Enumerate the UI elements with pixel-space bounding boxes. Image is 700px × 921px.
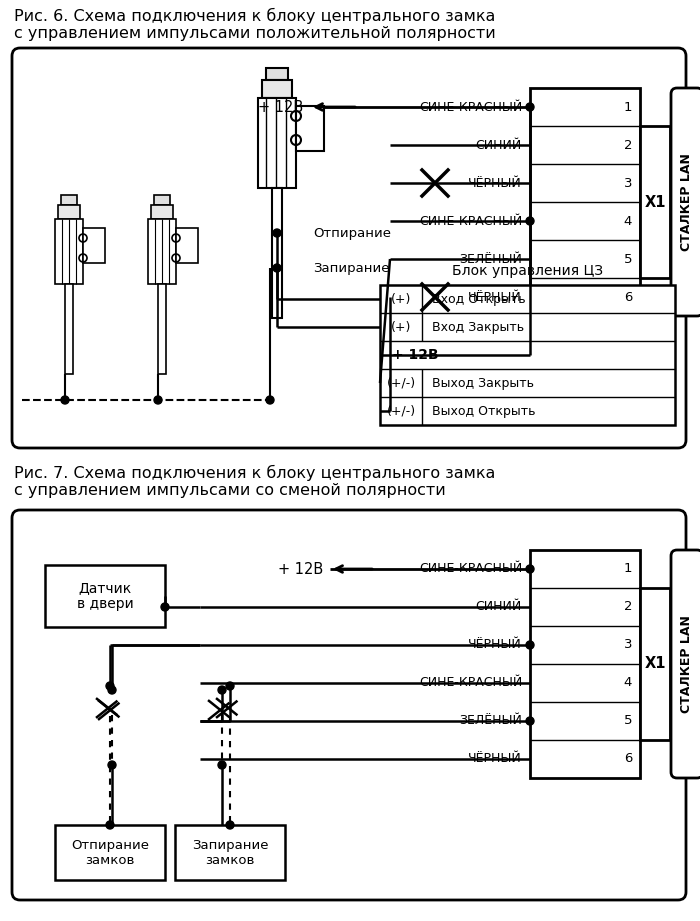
Text: (+): (+)	[391, 293, 411, 306]
Text: 6: 6	[624, 290, 632, 304]
Text: Вход Открыть: Вход Открыть	[432, 293, 526, 306]
Circle shape	[273, 264, 281, 272]
Circle shape	[108, 686, 116, 694]
Text: + 12В: + 12В	[278, 562, 323, 577]
Text: X1: X1	[644, 194, 666, 209]
Circle shape	[526, 103, 534, 111]
Circle shape	[273, 229, 281, 237]
Text: 1: 1	[624, 563, 632, 576]
Circle shape	[526, 717, 534, 725]
Text: ЧЁРНЫЙ: ЧЁРНЫЙ	[468, 638, 522, 651]
Text: Рис. 7. Схема подключения к блоку центрального замка: Рис. 7. Схема подключения к блоку центра…	[14, 465, 496, 481]
Text: Отпирание: Отпирание	[313, 227, 391, 239]
Text: с управлением импульсами положительной полярности: с управлением импульсами положительной п…	[14, 26, 496, 41]
Circle shape	[154, 396, 162, 404]
FancyBboxPatch shape	[12, 510, 686, 900]
Text: 2: 2	[624, 138, 632, 151]
Circle shape	[108, 761, 116, 769]
Text: СТАЛКЕР LAN: СТАЛКЕР LAN	[680, 615, 694, 713]
Text: + 12В: + 12В	[258, 99, 303, 114]
Text: (+/-): (+/-)	[386, 404, 416, 417]
Text: 4: 4	[624, 215, 632, 227]
Text: СТАЛКЕР LAN: СТАЛКЕР LAN	[680, 153, 694, 251]
Text: 5: 5	[624, 715, 632, 728]
Text: 1: 1	[624, 100, 632, 113]
Text: Датчик
в двери: Датчик в двери	[76, 581, 134, 612]
Text: СИНИЙ: СИНИЙ	[476, 600, 522, 613]
Text: Отпирание
замков: Отпирание замков	[71, 838, 149, 867]
Text: СИНЕ-КРАСНЫЙ: СИНЕ-КРАСНЫЙ	[419, 215, 522, 227]
Text: Выход Закрыть: Выход Закрыть	[432, 377, 534, 390]
Text: (+/-): (+/-)	[386, 377, 416, 390]
Bar	[530, 88, 640, 316]
Text: Запирание: Запирание	[313, 262, 389, 274]
Text: (+): (+)	[391, 321, 411, 333]
Circle shape	[266, 396, 274, 404]
Bar	[158, 284, 166, 374]
Circle shape	[218, 761, 226, 769]
Text: ЧЁРНЫЙ: ЧЁРНЫЙ	[468, 290, 522, 304]
Text: X1: X1	[644, 657, 666, 671]
FancyBboxPatch shape	[671, 550, 700, 778]
Bar	[530, 550, 640, 778]
Circle shape	[106, 821, 114, 829]
Text: СИНЕ-КРАСНЫЙ: СИНЕ-КРАСНЫЙ	[419, 563, 522, 576]
Bar	[148, 219, 176, 284]
Text: ЧЁРНЫЙ: ЧЁРНЫЙ	[468, 177, 522, 190]
Circle shape	[526, 641, 534, 649]
FancyBboxPatch shape	[671, 88, 700, 316]
Circle shape	[226, 821, 234, 829]
Bar	[640, 126, 670, 278]
Circle shape	[61, 396, 69, 404]
Text: ЧЁРНЫЙ: ЧЁРНЫЙ	[468, 752, 522, 765]
Bar	[258, 98, 296, 188]
Text: Рис. 6. Схема подключения к блоку центрального замка: Рис. 6. Схема подключения к блоку центра…	[14, 8, 496, 24]
Bar	[151, 205, 173, 219]
Text: Блок управления ЦЗ: Блок управления ЦЗ	[452, 264, 603, 278]
Bar	[175, 825, 285, 880]
Bar	[65, 284, 73, 374]
Text: 3: 3	[624, 177, 632, 190]
Text: Запирание
замков: Запирание замков	[192, 838, 268, 867]
Text: с управлением импульсами со сменой полярности: с управлением импульсами со сменой поляр…	[14, 483, 446, 498]
Bar	[176, 228, 198, 263]
Text: ЗЕЛЁНЫЙ: ЗЕЛЁНЫЙ	[459, 715, 522, 728]
Bar	[83, 228, 105, 263]
Bar	[154, 195, 170, 205]
Bar	[45, 565, 165, 627]
Text: ЗЕЛЁНЫЙ: ЗЕЛЁНЫЙ	[459, 252, 522, 265]
FancyBboxPatch shape	[12, 48, 686, 448]
Bar	[58, 205, 80, 219]
Bar	[266, 68, 288, 80]
Bar	[272, 188, 282, 318]
Circle shape	[226, 682, 234, 690]
Bar	[262, 80, 292, 98]
Text: 5: 5	[624, 252, 632, 265]
Circle shape	[526, 565, 534, 573]
Bar	[55, 825, 165, 880]
Text: 2: 2	[624, 600, 632, 613]
Bar	[380, 285, 675, 425]
Text: 3: 3	[624, 638, 632, 651]
Bar	[55, 219, 83, 284]
Circle shape	[106, 682, 114, 690]
Bar	[296, 106, 324, 151]
Circle shape	[526, 217, 534, 225]
Circle shape	[218, 686, 226, 694]
Text: 6: 6	[624, 752, 632, 765]
Text: СИНИЙ: СИНИЙ	[476, 138, 522, 151]
Text: СИНЕ-КРАСНЫЙ: СИНЕ-КРАСНЫЙ	[419, 677, 522, 690]
Text: Вход Закрыть: Вход Закрыть	[432, 321, 524, 333]
Bar	[61, 195, 77, 205]
Text: СИНЕ-КРАСНЫЙ: СИНЕ-КРАСНЫЙ	[419, 100, 522, 113]
Text: + 12В: + 12В	[392, 348, 439, 362]
Circle shape	[161, 603, 169, 611]
Text: 4: 4	[624, 677, 632, 690]
Text: Выход Открыть: Выход Открыть	[432, 404, 536, 417]
Bar	[640, 588, 670, 740]
